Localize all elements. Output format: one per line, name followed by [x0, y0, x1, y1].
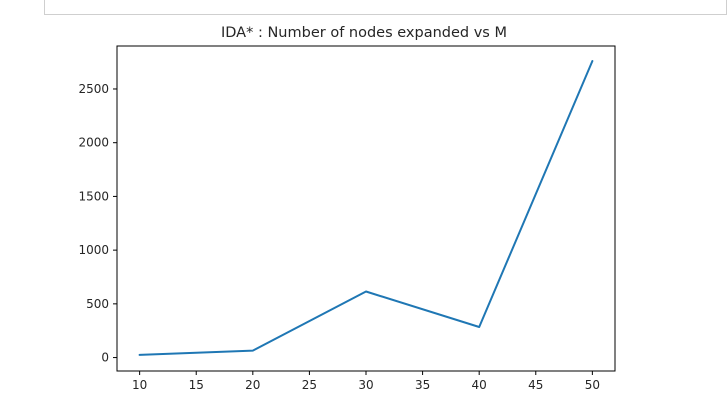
y-tick-label: 2000 — [78, 136, 109, 150]
x-axis: 10 15 20 25 30 35 40 45 50 — [132, 371, 600, 392]
x-tick-label: 35 — [415, 378, 430, 392]
x-tick-label: 15 — [189, 378, 204, 392]
y-tick-label: 500 — [86, 297, 109, 311]
y-axis: 0 500 1000 1500 2000 2500 — [78, 82, 117, 365]
series-group — [138, 60, 594, 356]
y-tick-label: 1500 — [78, 189, 109, 203]
x-tick-label: 20 — [245, 378, 260, 392]
x-tick-label: 50 — [585, 378, 600, 392]
series-line — [138, 60, 594, 356]
x-tick-label: 45 — [528, 378, 543, 392]
x-tick-label: 30 — [358, 378, 373, 392]
chart-title: IDA* : Number of nodes expanded vs M — [221, 25, 507, 41]
x-tick-label: 40 — [472, 378, 487, 392]
y-tick-label: 2500 — [78, 82, 109, 96]
y-tick-label: 0 — [101, 351, 109, 365]
x-tick-label: 25 — [302, 378, 317, 392]
plot-area-frame — [116, 45, 616, 372]
y-tick-label: 1000 — [78, 243, 109, 257]
x-tick-label: 10 — [132, 378, 147, 392]
